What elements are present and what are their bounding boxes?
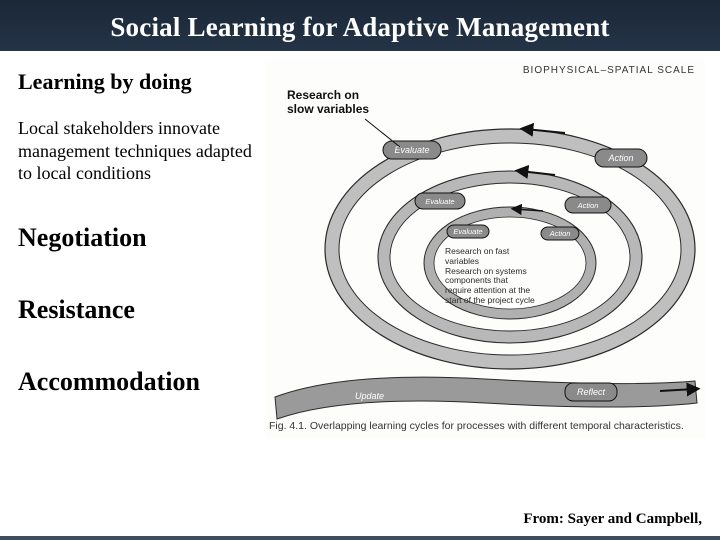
- svg-text:Reflect: Reflect: [577, 387, 606, 397]
- bottom-ribbon: Update Reflect: [275, 377, 697, 419]
- svg-text:Action: Action: [577, 201, 599, 210]
- heading-learning-by-doing: Learning by doing: [18, 69, 255, 95]
- body-stakeholders: Local stakeholders innovate management t…: [18, 117, 255, 185]
- svg-text:Evaluate: Evaluate: [425, 197, 454, 206]
- learning-cycles-diagram: BIOPHYSICAL–SPATIAL SCALE Research onslo…: [265, 59, 705, 439]
- content-row: Learning by doing Local stakeholders inn…: [0, 51, 720, 536]
- heading-negotiation: Negotiation: [18, 223, 255, 253]
- ribbon-update-label: Update: [355, 391, 384, 401]
- pill-evaluate-inner: Evaluate: [447, 225, 489, 238]
- attribution-text: From: Sayer and Campbell,: [523, 511, 702, 528]
- pill-reflect: Reflect: [565, 383, 617, 401]
- inner-research-block: Research on fastvariablesResearch on sys…: [445, 247, 590, 317]
- pill-evaluate-mid: Evaluate: [415, 193, 465, 209]
- svg-text:Action: Action: [549, 229, 571, 238]
- page-title: Social Learning for Adaptive Management: [0, 0, 720, 51]
- figure-caption: Fig. 4.1. Overlapping learning cycles fo…: [269, 420, 684, 433]
- pill-evaluate-outer: Evaluate: [383, 141, 441, 159]
- pill-action-mid: Action: [565, 197, 611, 213]
- connector-slow-vars: [365, 119, 400, 147]
- svg-text:Evaluate: Evaluate: [453, 227, 482, 236]
- pill-action-outer: Action: [595, 149, 647, 167]
- heading-resistance: Resistance: [18, 295, 255, 325]
- left-column: Learning by doing Local stakeholders inn…: [0, 51, 265, 536]
- svg-text:Action: Action: [607, 153, 633, 163]
- heading-accommodation: Accommodation: [18, 367, 255, 397]
- cycles-svg: Evaluate Action Evaluate Action: [265, 59, 705, 439]
- pill-action-inner: Action: [541, 227, 579, 240]
- right-column: BIOPHYSICAL–SPATIAL SCALE Research onslo…: [265, 51, 720, 536]
